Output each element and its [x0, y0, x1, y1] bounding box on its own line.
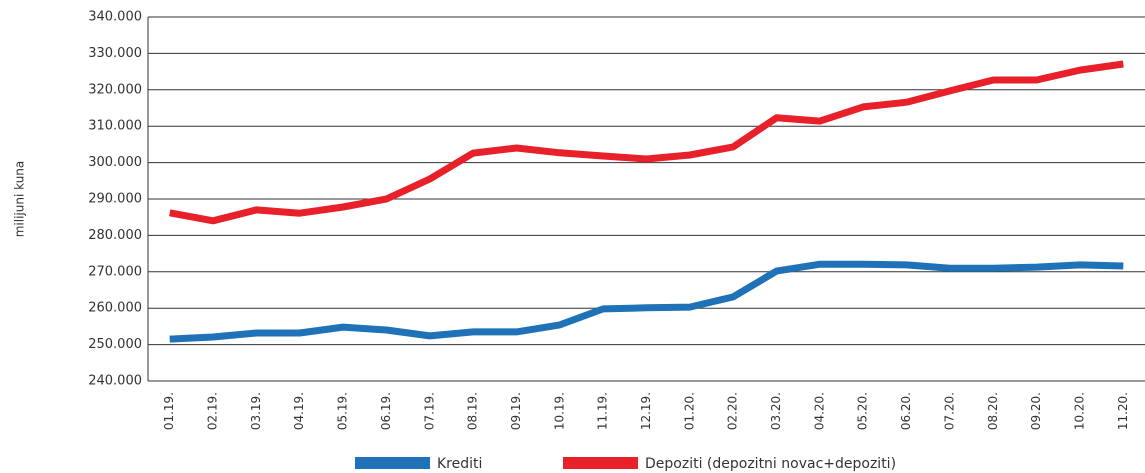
y-tick-label: 310.000: [88, 119, 142, 134]
y-tick-label: 260.000: [88, 301, 142, 316]
x-tick-label: 11.19.: [596, 392, 610, 430]
x-tick-label: 09.20.: [1029, 392, 1043, 430]
x-tick-label: 08.20.: [986, 392, 1000, 430]
x-tick-label: 07.20.: [942, 392, 956, 430]
x-tick-label: 05.19.: [336, 392, 350, 430]
x-tick-label: 06.20.: [899, 392, 913, 430]
legend-swatch: [355, 457, 430, 469]
y-axis-label: milijuni kuna: [13, 161, 27, 238]
legend-label: Krediti: [437, 456, 482, 472]
y-tick-label: 330.000: [88, 46, 142, 61]
x-tick-label: 05.20.: [856, 392, 870, 430]
y-tick-label: 320.000: [88, 82, 142, 97]
x-tick-label: 11.20.: [1116, 392, 1130, 430]
x-tick-label: 10.19.: [552, 392, 566, 430]
x-tick-label: 01.20.: [682, 392, 696, 430]
y-tick-label: 340.000: [88, 10, 142, 25]
series-line: [169, 260, 1124, 343]
x-tick-label: 02.20.: [726, 392, 740, 430]
y-tick-label: 270.000: [88, 264, 142, 279]
x-tick-label: 02.19.: [206, 392, 220, 430]
x-tick-label: 08.19.: [466, 392, 480, 430]
x-tick-label: 09.19.: [509, 392, 523, 430]
x-tick-label: 06.19.: [379, 392, 393, 430]
y-tick-label: 300.000: [88, 155, 142, 170]
y-tick-label: 280.000: [88, 228, 142, 243]
x-tick-label: 10.20.: [1072, 392, 1086, 430]
x-tick-label: 03.20.: [769, 392, 783, 430]
y-tick-label: 240.000: [88, 374, 142, 389]
x-tick-label: 03.19.: [249, 392, 263, 430]
x-tick-label: 04.19.: [292, 392, 306, 430]
x-tick-label: 04.20.: [812, 392, 826, 430]
y-tick-label: 250.000: [88, 337, 142, 352]
legend-swatch: [563, 457, 638, 469]
x-tick-label: 07.19.: [422, 392, 436, 430]
series-line: [169, 60, 1124, 225]
y-tick-label: 290.000: [88, 192, 142, 207]
legend-label: Depoziti (depozitni novac+depoziti): [645, 456, 896, 472]
x-tick-label: 12.19.: [639, 392, 653, 430]
x-tick-label: 01.19.: [162, 392, 176, 430]
